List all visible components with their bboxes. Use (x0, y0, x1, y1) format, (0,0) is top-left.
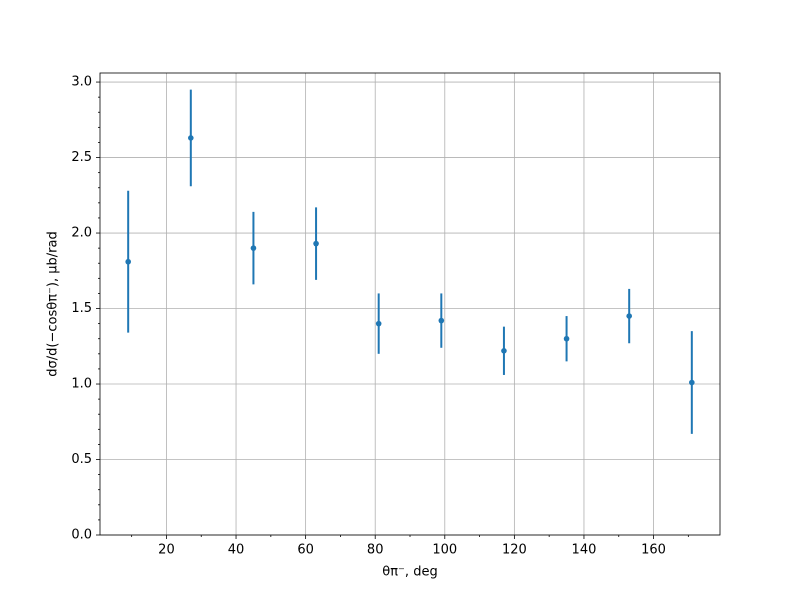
data-point (313, 240, 319, 247)
y-tick-label: 1.5 (71, 301, 92, 316)
x-tick-label: 60 (297, 543, 314, 558)
data-point (188, 135, 194, 141)
data-point (689, 379, 695, 386)
y-tick-label: 0.0 (71, 528, 92, 543)
x-tick-label: 160 (641, 543, 666, 558)
data-point (375, 320, 382, 327)
y-tick-label: 1.0 (71, 377, 92, 392)
data-point (501, 348, 507, 354)
x-tick-label: 40 (228, 543, 245, 558)
x-tick-label: 140 (572, 543, 597, 558)
y-tick-label: 3.0 (71, 75, 92, 90)
data-point (438, 317, 445, 324)
plot-frame (99, 72, 721, 536)
y-tick-label: 2.0 (71, 226, 92, 241)
data-point (626, 313, 632, 319)
y-axis-label: dσ/d(−cosθπ⁻), μb/rad (46, 231, 61, 376)
x-tick-label: 100 (432, 543, 457, 558)
data-point (563, 335, 570, 342)
data-point (125, 258, 131, 265)
x-tick-label: 20 (158, 543, 175, 558)
x-tick-label: 80 (367, 543, 384, 558)
y-tick-label: 0.5 (71, 452, 92, 467)
y-tick-label: 2.5 (71, 150, 92, 165)
x-tick-label: 120 (502, 543, 527, 558)
x-axis-label: θπ⁻, deg (382, 565, 437, 580)
data-point (250, 245, 257, 251)
